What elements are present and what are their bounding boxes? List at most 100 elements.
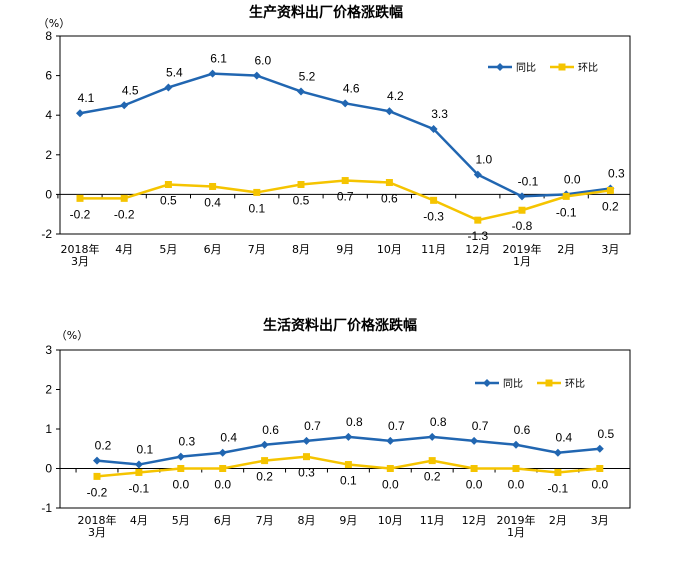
- data-point: [219, 465, 227, 472]
- x-tick-label: 8月: [292, 243, 310, 256]
- data-label: 0.0: [591, 478, 608, 492]
- data-label: 0.3: [608, 166, 625, 180]
- data-point: [261, 457, 269, 465]
- data-label: 0.1: [248, 201, 265, 215]
- x-tick-label: 3月: [88, 526, 106, 539]
- legend-marker: [558, 63, 566, 71]
- data-label: 4.1: [78, 91, 95, 105]
- x-tick-label: 6月: [214, 514, 232, 527]
- y-tick-label: -1: [41, 501, 52, 515]
- x-tick-label: 2018年: [78, 513, 117, 527]
- data-label: 0.6: [514, 423, 531, 437]
- y-tick-label: 0: [45, 462, 52, 476]
- data-point: [470, 465, 478, 472]
- data-point: [596, 465, 604, 472]
- data-point: [518, 192, 526, 201]
- x-tick-label: 1月: [513, 255, 531, 268]
- data-label: 0.6: [262, 423, 279, 437]
- data-label: 0.7: [337, 190, 354, 204]
- x-tick-label: 5月: [159, 243, 177, 256]
- data-point: [553, 448, 562, 457]
- data-label: -0.2: [87, 485, 108, 499]
- x-tick-label: 11月: [421, 243, 446, 256]
- data-label: 0.0: [508, 478, 525, 492]
- legend-label: 环比: [565, 378, 585, 390]
- data-label: 0.7: [388, 419, 405, 433]
- data-point: [341, 99, 350, 108]
- x-tick-label: 8月: [298, 514, 316, 527]
- data-label: -0.8: [512, 219, 533, 233]
- data-label: 4.6: [343, 81, 360, 95]
- data-point: [93, 472, 101, 480]
- data-point: [554, 468, 562, 476]
- data-label: 0.8: [430, 415, 447, 429]
- data-label: 0.6: [381, 192, 398, 206]
- data-point: [209, 182, 217, 190]
- x-tick-label: 2018年: [61, 242, 100, 256]
- data-label: 0.0: [382, 478, 399, 492]
- data-point: [297, 87, 305, 96]
- legend-label: 环比: [578, 62, 598, 74]
- data-point: [385, 107, 394, 116]
- data-label: 0.2: [424, 470, 441, 484]
- data-point: [120, 101, 129, 110]
- x-tick-label: 6月: [204, 243, 222, 256]
- legend-label: 同比: [503, 378, 523, 390]
- data-point: [297, 181, 305, 188]
- x-tick-label: 2019年: [503, 242, 542, 256]
- data-point: [429, 125, 438, 134]
- data-label: 0.3: [178, 435, 195, 449]
- data-point: [208, 69, 217, 78]
- data-label: -0.1: [518, 174, 539, 188]
- data-point: [164, 83, 173, 92]
- data-label: 4.5: [122, 83, 139, 97]
- data-point: [120, 194, 128, 202]
- data-point: [260, 440, 269, 449]
- x-tick-label: 4月: [130, 514, 148, 527]
- data-point: [177, 465, 185, 472]
- data-label: -0.1: [548, 481, 569, 495]
- data-label: 0.5: [293, 194, 310, 208]
- data-point: [134, 460, 143, 469]
- data-label: 0.1: [137, 443, 154, 457]
- legend-marker: [483, 379, 491, 387]
- data-label: -0.1: [129, 481, 150, 495]
- data-label: 5.4: [166, 65, 183, 79]
- data-point: [595, 444, 604, 453]
- data-label: 4.2: [387, 89, 404, 103]
- legend: 同比 环比: [475, 378, 585, 390]
- x-tick-label: 2月: [557, 243, 575, 256]
- data-point: [428, 457, 436, 465]
- series-yoy: 4.1 4.5 5.4 6.1 6.0 5.2 4.6 4.2 3.3 1.0 -0.1 0.0 0.3: [76, 52, 625, 201]
- legend: 同比 环比: [488, 62, 598, 74]
- data-point: [474, 216, 482, 224]
- x-tick-label: 7月: [248, 243, 266, 256]
- y-tick-label: -2: [41, 227, 52, 241]
- y-tick-label: 4: [45, 108, 52, 122]
- x-tick-label: 1月: [507, 526, 525, 539]
- data-point: [430, 196, 438, 204]
- data-point: [512, 465, 520, 472]
- data-point: [252, 71, 261, 80]
- data-label: 0.7: [304, 419, 321, 433]
- y-tick-label: 8: [45, 29, 52, 43]
- data-label: 0.4: [204, 195, 221, 209]
- data-point: [385, 179, 393, 187]
- data-point: [562, 192, 570, 200]
- y-axis-unit: （%）: [56, 329, 88, 342]
- data-point: [518, 206, 526, 214]
- data-point: [428, 432, 437, 441]
- data-point: [302, 436, 311, 445]
- data-label: 0.0: [214, 478, 231, 492]
- data-label: 0.4: [220, 431, 237, 445]
- legend-marker: [545, 379, 553, 387]
- data-point: [135, 468, 143, 476]
- x-tick-label: 3月: [601, 243, 619, 256]
- y-tick-label: 0: [45, 187, 52, 201]
- y-tick-label: 1: [45, 422, 52, 436]
- data-label: 0.2: [95, 439, 112, 453]
- x-tick-label: 12月: [465, 243, 490, 256]
